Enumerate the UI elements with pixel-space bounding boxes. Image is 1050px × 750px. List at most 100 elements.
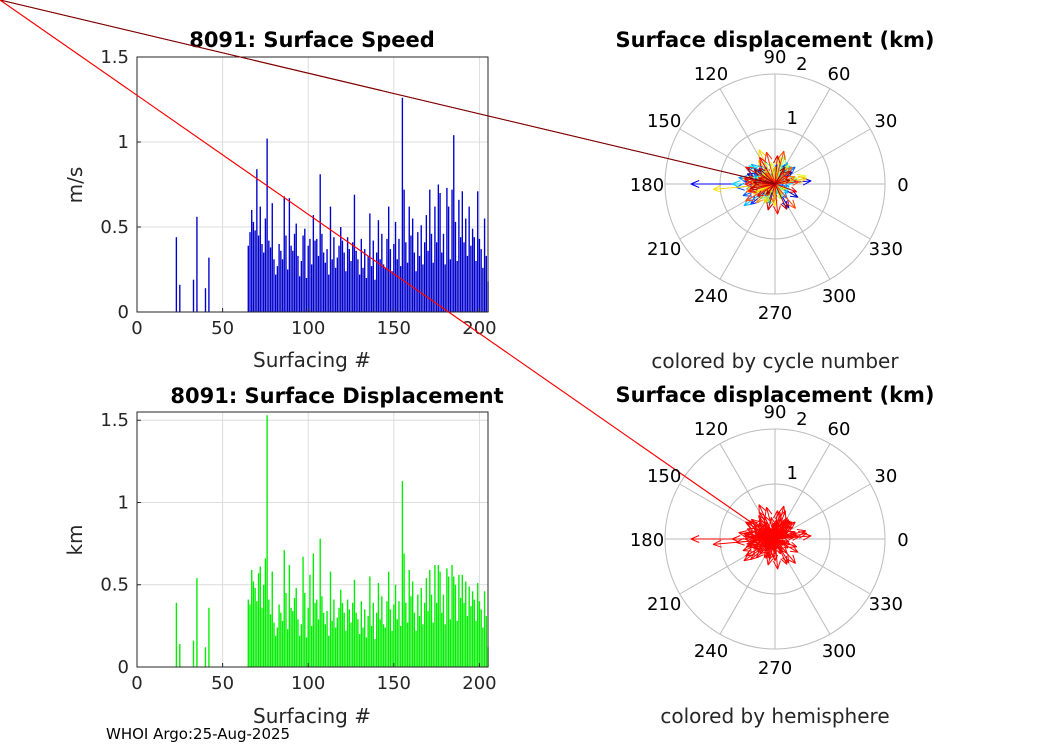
- speed-bar: [408, 206, 410, 312]
- speed-bar: [388, 206, 390, 312]
- speed-bar: [357, 259, 359, 312]
- speed-bars: [175, 97, 489, 312]
- displacement-bar: [420, 588, 422, 667]
- speed-bar: [261, 244, 263, 312]
- displacement-y-tick-label: 1.5: [100, 410, 129, 431]
- speed-bar: [334, 267, 337, 312]
- polar-hemisphere-arrow: [758, 504, 776, 540]
- speed-bar: [381, 233, 383, 312]
- displacement-bar: [482, 627, 484, 667]
- polar-hemisphere-arrow: [771, 538, 777, 558]
- displacement-bar: [196, 578, 198, 667]
- speed-bar: [324, 262, 327, 312]
- displacement-bar: [384, 627, 386, 667]
- polar-hemisphere-angle-label: 120: [694, 419, 728, 440]
- polar-cycle-angle-label: 180: [630, 175, 664, 196]
- speed-bar: [441, 252, 443, 312]
- speed-bar: [310, 264, 313, 312]
- speed-bar: [374, 279, 376, 312]
- speed-bar: [384, 267, 386, 312]
- displacement-bar: [324, 624, 327, 667]
- displacement-bar: [326, 611, 328, 667]
- speed-bar: [307, 245, 309, 312]
- displacement-bar: [406, 622, 409, 667]
- displacement-bar: [345, 630, 347, 667]
- displacement-bar: [379, 619, 381, 667]
- displacement-bar: [369, 576, 371, 667]
- speed-bar: [314, 240, 316, 312]
- speed-bar: [391, 271, 393, 312]
- speed-bar: [364, 249, 366, 312]
- speed-bar: [470, 245, 472, 312]
- displacement-bar: [247, 599, 249, 667]
- displacement-bar: [461, 574, 464, 667]
- speed-x-tick-label: 0: [131, 318, 142, 339]
- speed-bar: [275, 274, 277, 312]
- speed-x-tick-label: 200: [462, 318, 496, 339]
- speed-bar: [254, 230, 256, 312]
- displacement-bar: [319, 538, 321, 667]
- polar-hemisphere-arrows: [0, 0, 812, 570]
- polar-hemisphere-arrow: [766, 538, 776, 566]
- speed-bar: [439, 193, 441, 312]
- displacement-bar: [297, 619, 299, 667]
- speed-bar: [350, 261, 352, 312]
- polar-hemisphere-angle-label: 90: [764, 402, 787, 423]
- polar-cycle-angle-label: 0: [897, 175, 908, 196]
- speed-bar: [290, 245, 292, 312]
- polar-hemisphere-arrow: [764, 506, 776, 540]
- polar-cycle-arrow: [774, 183, 798, 193]
- speed-bar: [394, 221, 397, 312]
- polar-hemisphere-angle-label: 0: [897, 530, 908, 551]
- polar-cycle-angle-label: 120: [694, 64, 728, 85]
- displacement-bar: [403, 553, 405, 667]
- speed-bar: [251, 210, 253, 312]
- displacement-bar: [367, 616, 369, 667]
- displacement-bar: [336, 617, 339, 667]
- displacement-bar: [331, 620, 333, 667]
- polar-hemisphere-angle-label: 60: [828, 419, 851, 440]
- displacement-bar: [266, 415, 268, 667]
- displacement-chart-title: 8091: Surface Displacement: [170, 384, 503, 408]
- speed-bar: [192, 279, 195, 312]
- displacement-bar: [394, 584, 397, 667]
- polar-cycle-arrow: [774, 179, 800, 186]
- speed-bar: [196, 216, 198, 312]
- displacement-bar: [451, 565, 453, 667]
- speed-bar: [372, 240, 374, 312]
- speed-bar: [273, 259, 275, 312]
- speed-bar: [437, 184, 440, 312]
- displacement-bar: [269, 614, 272, 667]
- speed-bar: [345, 271, 347, 312]
- displacement-y-tick-label: 0: [118, 657, 129, 678]
- displacement-bar: [446, 568, 448, 667]
- polar-cycle-ring-label: 2: [796, 54, 807, 75]
- displacement-bar: [444, 624, 446, 667]
- displacement-bar: [398, 601, 400, 667]
- speed-bar: [422, 264, 424, 312]
- speed-bar: [389, 249, 392, 312]
- displacement-bar: [352, 602, 354, 667]
- polar-hemisphere-arrow: [774, 521, 786, 540]
- displacement-bar: [204, 647, 207, 667]
- speed-bar: [348, 249, 350, 312]
- displacement-bar: [432, 622, 434, 667]
- displacement-bar: [358, 634, 361, 667]
- polar-hemisphere-arrow: [774, 533, 791, 540]
- speed-bar: [322, 252, 325, 312]
- speed-bar: [454, 221, 457, 312]
- displacement-bar: [317, 619, 320, 667]
- polar-hemisphere-arrow: [774, 525, 792, 540]
- speed-bar: [309, 238, 311, 312]
- speed-bar: [266, 138, 268, 312]
- speed-bar: [480, 249, 482, 312]
- speed-bar: [346, 237, 349, 312]
- displacement-bar: [276, 627, 279, 667]
- displacement-bar: [376, 612, 378, 667]
- speed-bar: [403, 189, 405, 312]
- polar-hemisphere-labels: 0 30 60 90 120 150 180 210 240 270 300 330 1 2: [630, 402, 909, 679]
- speed-bar: [319, 174, 321, 312]
- displacement-bar: [283, 550, 285, 667]
- speed-x-tick-label: 150: [377, 318, 411, 339]
- displacement-bar: [252, 581, 255, 667]
